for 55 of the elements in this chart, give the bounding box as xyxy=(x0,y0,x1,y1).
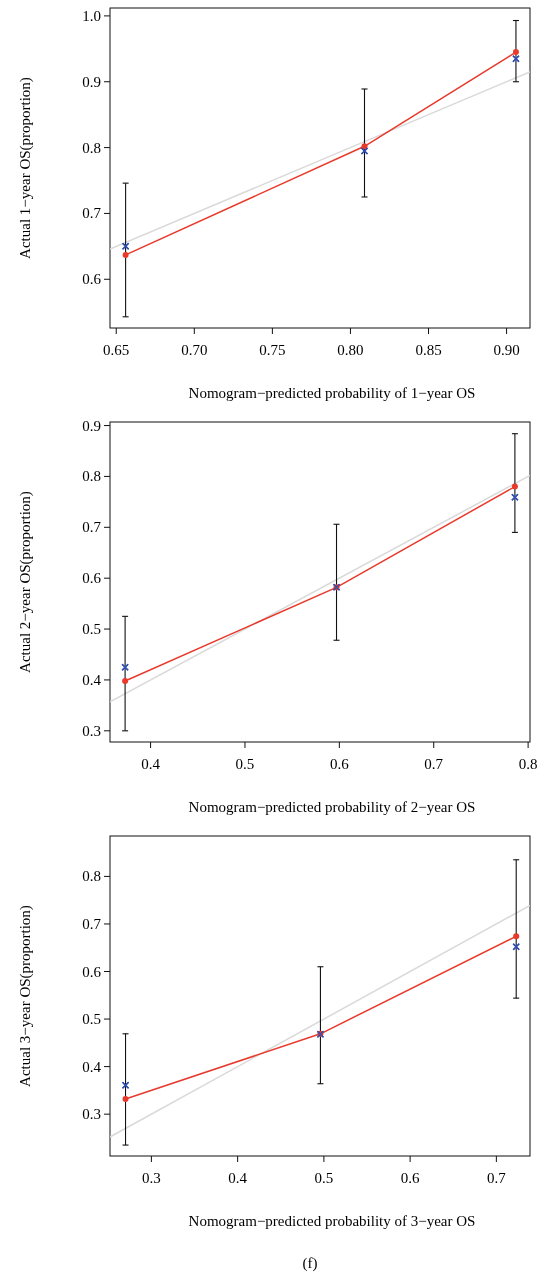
point xyxy=(360,147,369,155)
y-tick-label: 0.5 xyxy=(82,1011,101,1028)
x-axis-title: Nomogram−predicted probability of 1−year OS xyxy=(188,385,476,401)
x-tick-label: 0.5 xyxy=(314,1170,334,1186)
x-tick-label: 0.85 xyxy=(415,342,442,358)
x-tick-label: 0.7 xyxy=(486,1170,507,1186)
x-tick-label: 0.3 xyxy=(142,1170,161,1186)
y-tick-label: 0.4 xyxy=(82,671,102,688)
y-tick-label: 0.7 xyxy=(82,519,102,536)
x-tick-label: 0.6 xyxy=(400,1170,420,1186)
x-axis-title: Nomogram−predicted probability of 2−year OS xyxy=(188,799,476,815)
point xyxy=(122,1095,129,1102)
text: (f) xyxy=(302,1255,318,1272)
x-tick-label: 0.6 xyxy=(329,756,350,772)
y-tick-label: 0.8 xyxy=(82,468,101,485)
y-tick-label: 0.7 xyxy=(82,915,102,932)
y-axis-title: Actual 1−year OS(proportion) xyxy=(17,77,34,259)
point xyxy=(513,933,520,940)
y-tick-label: 0.3 xyxy=(82,722,101,739)
y-tick-label: 1.0 xyxy=(82,7,101,24)
x-tick-label: 0.4 xyxy=(228,1170,248,1186)
y-tick-label: 0.8 xyxy=(82,139,101,156)
x-tick-label: 0.5 xyxy=(235,756,255,772)
x-tick-label: 0.75 xyxy=(259,342,286,358)
x-tick-label: 0.70 xyxy=(181,342,208,358)
point xyxy=(512,943,520,951)
y-tick-label: 0.9 xyxy=(82,73,101,90)
y-tick-label: 0.3 xyxy=(82,1106,101,1123)
x-tick-label: 0.8 xyxy=(518,756,538,772)
y-tick-label: 0.9 xyxy=(82,417,101,434)
point xyxy=(511,493,519,501)
point xyxy=(511,483,518,490)
y-tick-label: 0.4 xyxy=(82,1058,102,1075)
y-tick-label: 0.6 xyxy=(82,570,102,587)
x-tick-label: 0.65 xyxy=(103,342,130,358)
point xyxy=(122,251,129,258)
y-tick-label: 0.5 xyxy=(82,621,101,638)
x-tick-label: 0.7 xyxy=(424,756,444,772)
x-tick-label: 0.80 xyxy=(337,342,364,358)
x-tick-label: 0.4 xyxy=(141,756,161,772)
y-tick-label: 0.8 xyxy=(82,868,101,885)
point xyxy=(121,242,130,251)
point xyxy=(121,663,129,671)
point xyxy=(121,1081,130,1089)
point xyxy=(122,677,129,684)
x-axis-title: Nomogram−predicted probability of 3−year OS xyxy=(188,1213,476,1229)
y-axis-title: Actual 3−year OS(proportion) xyxy=(17,905,34,1087)
point xyxy=(512,49,519,56)
y-tick-label: 0.6 xyxy=(82,271,102,288)
y-axis-title: Actual 2−year OS(proportion) xyxy=(17,491,34,673)
y-tick-label: 0.6 xyxy=(82,963,102,980)
x-tick-label: 0.90 xyxy=(493,342,520,358)
point xyxy=(512,55,520,63)
y-tick-label: 0.7 xyxy=(82,205,102,222)
point xyxy=(361,143,368,150)
